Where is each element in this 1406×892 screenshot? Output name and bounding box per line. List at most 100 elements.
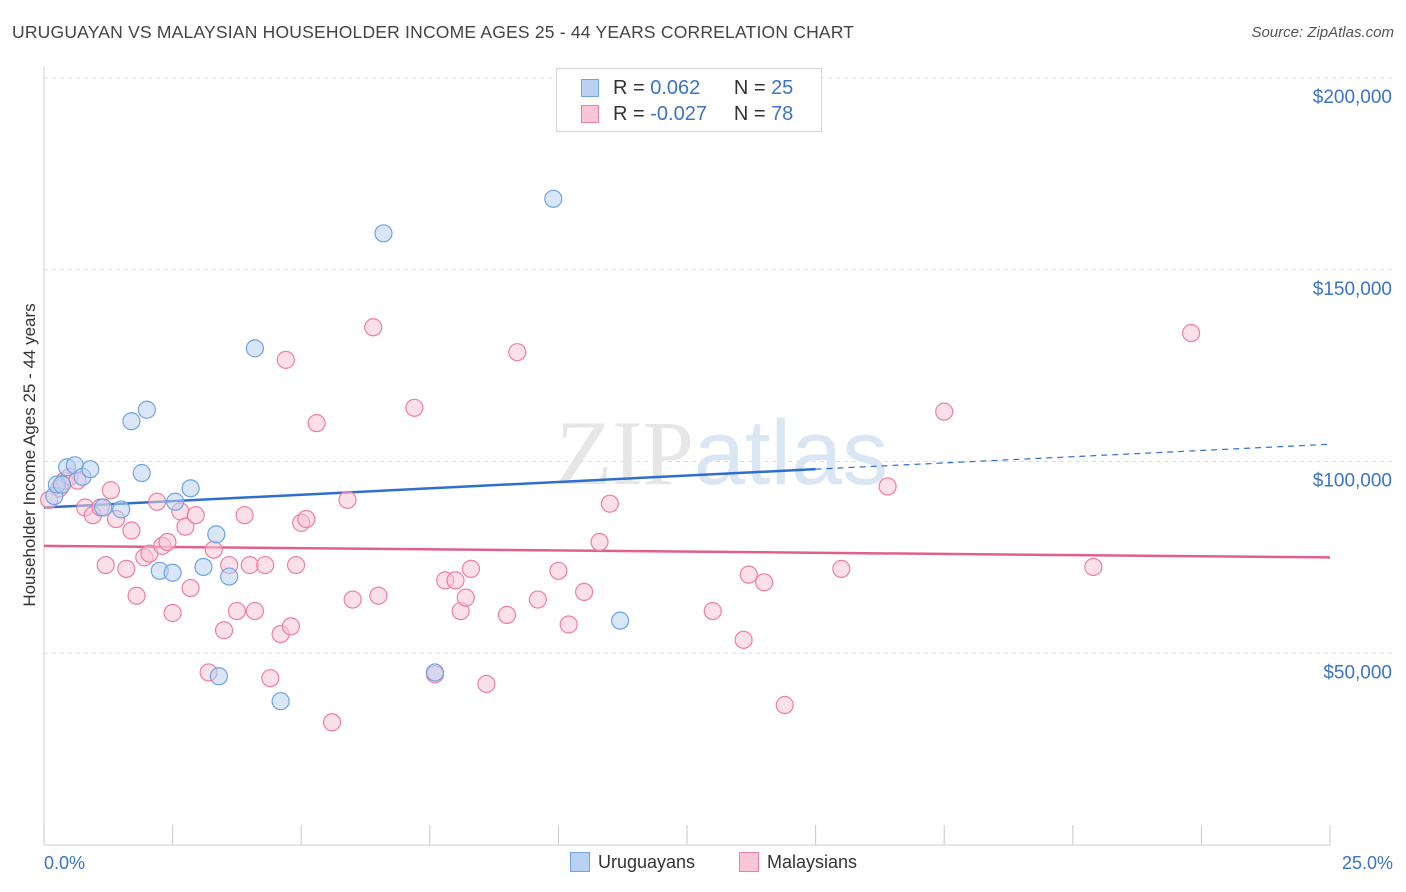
- uruguayan-point: [425, 663, 445, 682]
- uruguayan-point: [94, 498, 113, 517]
- legend-item-malaysians: Malaysians: [739, 852, 857, 873]
- uruguayans-trend-extension: [815, 443, 1331, 470]
- malaysian-point: [590, 532, 609, 552]
- malaysian-point: [364, 318, 383, 337]
- malaysian-point: [832, 559, 851, 578]
- legend-item-uruguayans: Uruguayans: [570, 852, 695, 873]
- watermark: ZIPatlas: [556, 402, 888, 504]
- legend-n-value: 25: [771, 77, 794, 99]
- uruguayan-point: [112, 500, 131, 519]
- uruguayan-point: [209, 667, 228, 686]
- malaysian-point: [477, 674, 496, 694]
- malaysian-point: [204, 540, 223, 559]
- malaysian-point: [935, 402, 954, 421]
- uruguayan-point: [52, 475, 72, 494]
- malaysian-point: [235, 506, 254, 525]
- uruguayan-point: [166, 492, 185, 511]
- malaysians-swatch: [581, 105, 599, 123]
- uruguayans-legend-swatch: [570, 852, 590, 872]
- malaysian-point: [101, 481, 120, 500]
- malaysian-point: [369, 586, 388, 605]
- tick-labels: $50,000 $100,000 $150,000 $200,000 0.0% 25.0%: [44, 87, 1393, 873]
- uruguayan-point: [374, 224, 393, 243]
- malaysian-point: [575, 582, 594, 601]
- chart-source: Source: ZipAtlas.com: [1251, 24, 1394, 41]
- correlation-legend: R = 0.062 N = 25 R = -0.027 N = 78: [556, 68, 822, 132]
- malaysian-point: [186, 506, 205, 525]
- uruguayan-point: [194, 557, 213, 577]
- legend-label: Uruguayans: [598, 852, 696, 872]
- malaysian-point: [878, 477, 897, 496]
- malaysian-point: [181, 578, 200, 598]
- malaysian-point: [117, 559, 136, 578]
- malaysian-point: [739, 565, 758, 584]
- legend-n-label: N =: [733, 103, 772, 125]
- malaysian-point: [214, 621, 234, 640]
- uruguayan-point: [122, 412, 141, 431]
- malaysian-point: [96, 555, 115, 575]
- malaysian-point: [227, 601, 246, 621]
- uruguayan-point: [544, 189, 563, 208]
- malaysian-point: [240, 555, 259, 575]
- malaysian-point: [703, 601, 722, 621]
- malaysian-point: [338, 490, 357, 509]
- uruguayan-point: [81, 460, 100, 479]
- malaysian-point: [461, 559, 481, 578]
- malaysian-point: [158, 532, 177, 552]
- malaysian-point: [276, 350, 295, 369]
- uruguayan-point: [163, 563, 182, 582]
- legend-r-value: -0.027: [650, 103, 707, 125]
- x-tick-label: 25.0%: [1342, 853, 1393, 873]
- malaysian-point: [446, 571, 465, 590]
- malaysian-point: [528, 590, 547, 609]
- uruguayan-point: [137, 400, 156, 419]
- malaysian-point: [405, 398, 424, 417]
- watermark-zip: ZIP: [556, 402, 694, 504]
- malaysian-point: [734, 630, 753, 649]
- axes: [43, 66, 1331, 846]
- uruguayan-point: [220, 567, 239, 586]
- legend-n-label: N =: [733, 77, 772, 99]
- malaysian-point: [281, 617, 301, 636]
- legend-r-label: R =: [613, 103, 651, 125]
- y-tick-label: $50,000: [1323, 662, 1392, 683]
- uruguayans-swatch: [581, 79, 599, 97]
- malaysian-point: [559, 615, 578, 634]
- malaysian-point: [148, 492, 167, 511]
- y-tick-label: $200,000: [1313, 87, 1392, 108]
- y-tick-label: $100,000: [1313, 471, 1392, 492]
- data-points: [40, 189, 1201, 732]
- malaysian-point: [261, 669, 280, 688]
- malaysian-point: [1182, 323, 1201, 343]
- malaysian-point: [256, 555, 275, 575]
- malaysian-point: [176, 517, 195, 536]
- malaysian-point: [122, 521, 141, 540]
- y-tick-label: $150,000: [1313, 279, 1392, 300]
- malaysian-point: [163, 603, 182, 623]
- malaysian-point: [508, 343, 527, 362]
- malaysian-point: [297, 509, 316, 529]
- malaysians-trend-line: [43, 544, 1331, 559]
- malaysian-point: [307, 414, 326, 433]
- uruguayan-point: [132, 463, 151, 483]
- malaysians-legend-swatch: [739, 852, 759, 872]
- legend-r-label: R =: [613, 77, 651, 99]
- malaysian-point: [322, 713, 342, 732]
- malaysian-point: [600, 494, 619, 513]
- legend-r-value: 0.062: [650, 77, 701, 99]
- x-tick-label: 0.0%: [44, 853, 85, 873]
- malaysian-point: [1084, 557, 1103, 577]
- malaysian-point: [127, 586, 146, 605]
- malaysian-point: [286, 555, 306, 575]
- uruguayan-point: [207, 525, 226, 544]
- watermark-atlas: atlas: [694, 402, 888, 504]
- uruguayan-point: [181, 479, 200, 498]
- uruguayan-point: [271, 692, 290, 711]
- malaysian-point: [245, 601, 265, 621]
- malaysian-point: [549, 561, 568, 580]
- malaysian-point: [497, 605, 517, 625]
- malaysian-point: [456, 588, 475, 607]
- legend-label: Malaysians: [767, 852, 858, 872]
- malaysian-point: [775, 695, 794, 715]
